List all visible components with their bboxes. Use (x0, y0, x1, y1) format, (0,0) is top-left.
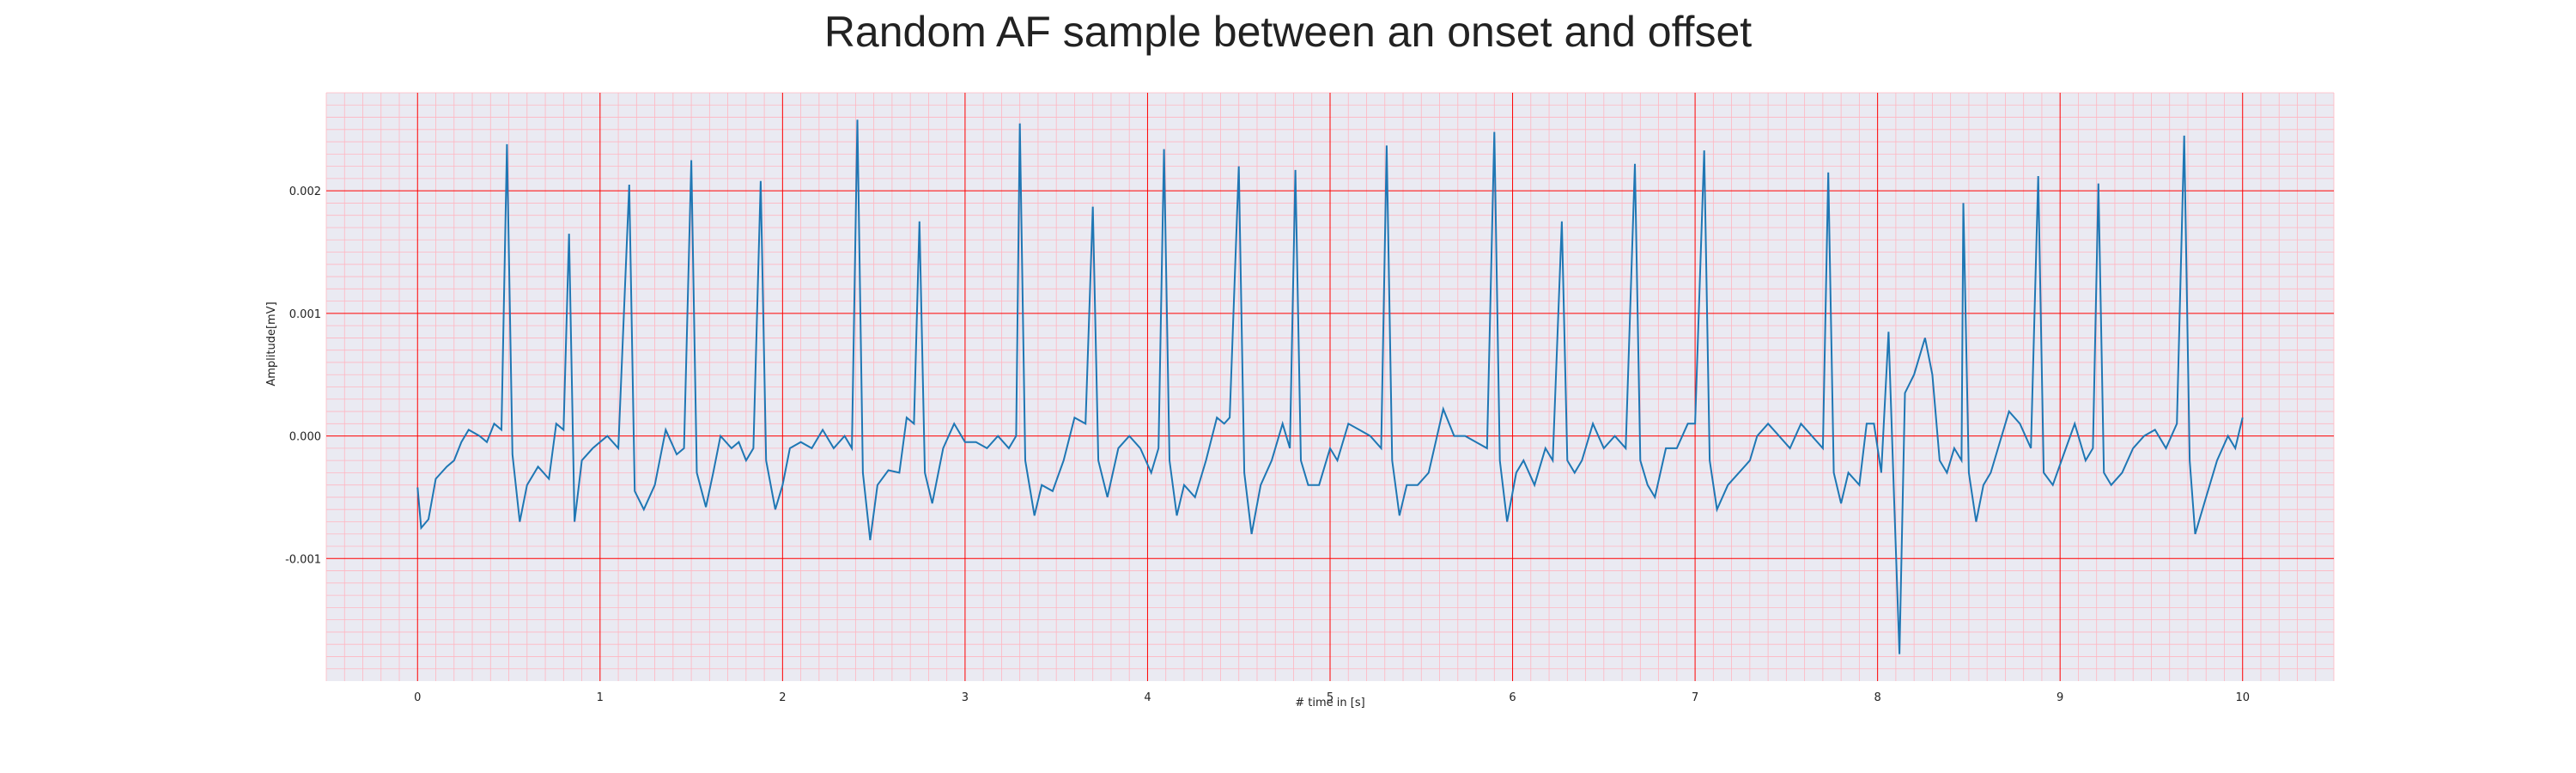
chart-title: Random AF sample between an onset and of… (823, 8, 1753, 56)
y-tick-label: 0.002 (289, 186, 321, 198)
y-tick-label: -0.001 (285, 553, 321, 566)
y-tick-label: 0.001 (289, 308, 321, 321)
y-tick-labels: -0.001 0.000 0.001 0.002 (285, 186, 321, 566)
major-gridlines (326, 93, 2334, 681)
x-tick-label: 9 (2057, 691, 2063, 704)
x-tick-label: 8 (1874, 691, 1880, 704)
x-tick-label: 6 (1509, 691, 1516, 704)
x-axis-label: # time in [s] (1295, 697, 1364, 709)
x-tick-label: 7 (1692, 691, 1698, 704)
x-tick-label: 5 (1327, 691, 1334, 704)
x-tick-label: 10 (2235, 691, 2250, 704)
x-tick-labels: 0 1 2 3 4 5 6 7 8 9 10 (414, 691, 2250, 704)
x-tick-label: 0 (414, 691, 421, 704)
x-tick-label: 2 (779, 691, 786, 704)
y-axis-label: Amplitude[mV] (265, 301, 278, 386)
x-tick-label: 1 (597, 691, 604, 704)
series-line (416, 119, 2244, 654)
x-tick-label: 4 (1144, 691, 1151, 704)
y-tick-label: 0.000 (289, 431, 321, 444)
x-tick-label: 3 (962, 691, 969, 704)
